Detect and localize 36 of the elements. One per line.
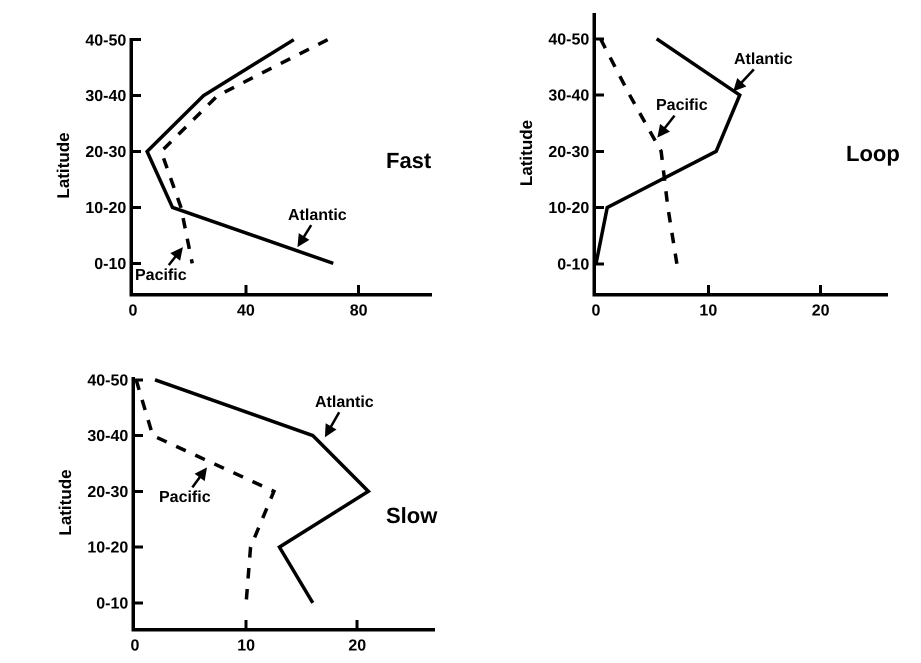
y-tick-label: 30-40 <box>87 428 128 446</box>
x-tick-label: 10 <box>237 638 256 655</box>
annotation: Atlantic <box>315 394 374 411</box>
y-tick-label: 20-30 <box>85 144 126 162</box>
x-tick-label: 0 <box>128 302 138 320</box>
text: Slow <box>386 503 438 528</box>
y-tick-label: 40-50 <box>87 372 128 390</box>
x-tick-label: 40 <box>236 302 255 320</box>
y-axis-title: Latitude <box>56 469 76 536</box>
y-tick-label: 20-30 <box>87 484 128 501</box>
x-tick-label: 10 <box>699 302 718 320</box>
y-tick-label: 30-40 <box>548 88 590 105</box>
annotation: Pacific <box>135 267 187 284</box>
annotation: Pacific <box>159 489 211 506</box>
y-tick-label: 20-30 <box>548 144 590 161</box>
text: Loop <box>846 141 900 166</box>
x-tick-label: 20 <box>812 302 830 320</box>
y-tick-label: 0-10 <box>557 256 590 274</box>
y-tick-label: 10-20 <box>87 540 128 557</box>
annotation: Pacific <box>656 97 708 114</box>
y-tick-label: 40-50 <box>85 32 126 50</box>
x-tick-label: 80 <box>350 302 368 320</box>
y-tick-label: 10-20 <box>548 200 590 218</box>
y-axis-title: Latitude <box>517 120 536 186</box>
annotation: Atlantic <box>734 51 793 68</box>
annotation: Atlantic <box>288 207 347 224</box>
y-tick-label: 10-20 <box>85 200 126 218</box>
y-tick-label: 40-50 <box>548 31 590 48</box>
text: Fast <box>386 148 432 173</box>
y-tick-label: 30-40 <box>85 88 126 106</box>
x-tick-label: 0 <box>130 638 140 655</box>
y-axis-title: Latitude <box>54 132 74 199</box>
x-tick-label: 0 <box>592 302 601 320</box>
y-tick-label: 0-10 <box>96 596 128 612</box>
y-tick-label: 0-10 <box>94 256 126 273</box>
x-tick-label: 20 <box>348 638 366 655</box>
